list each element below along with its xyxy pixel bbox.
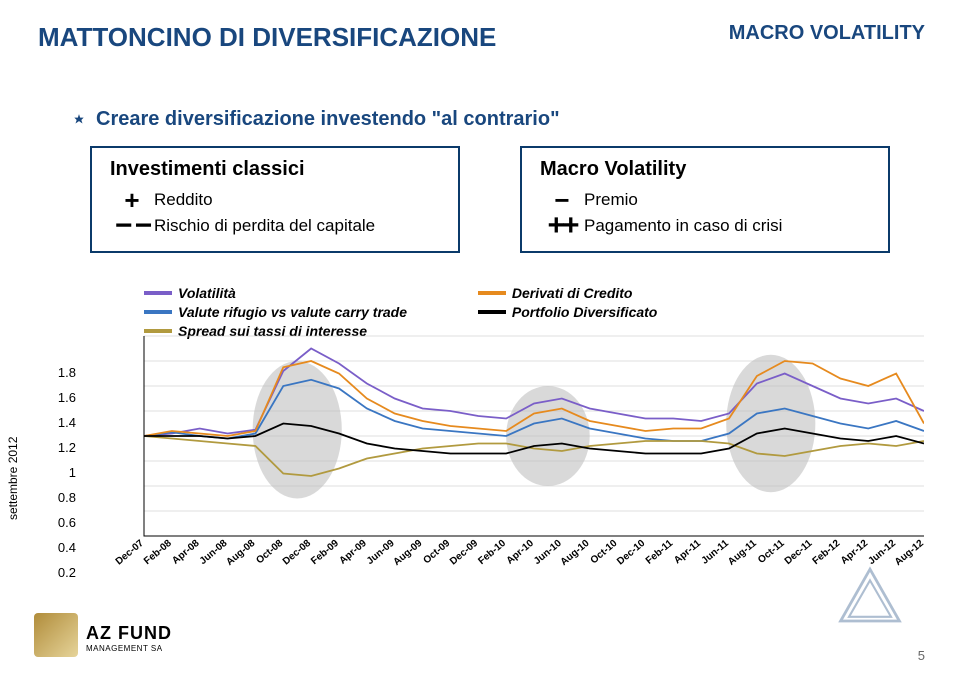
svg-text:Dec-07: Dec-07: [114, 538, 147, 568]
box-right-row-1: ++ Pagamento in caso di crisi: [540, 215, 870, 237]
svg-text:Jun-11: Jun-11: [700, 538, 732, 567]
highlight-ellipse: [726, 355, 815, 493]
svg-text:Jun-09: Jun-09: [365, 538, 397, 567]
gold-logo-icon: [34, 613, 78, 657]
svg-text:Apr-09: Apr-09: [337, 538, 369, 567]
svg-text:Apr-12: Apr-12: [839, 538, 871, 567]
svg-text:Apr-10: Apr-10: [505, 538, 537, 567]
star-icon: [72, 113, 86, 127]
svg-text:Aug-10: Aug-10: [559, 538, 592, 568]
x-axis-labels: Dec-07Feb-08Apr-08Jun-08Aug-08Oct-08Dec-…: [114, 538, 924, 569]
svg-text:Feb-09: Feb-09: [309, 538, 341, 567]
box-right-row-0: − Premio: [540, 189, 870, 211]
box-left-title: Investimenti classici: [110, 158, 440, 181]
box-left: Investimenti classici + Reddito − − Risc…: [90, 146, 460, 253]
bullet-row: Creare diversificazione investendo "al c…: [72, 108, 560, 131]
sign: ++: [540, 215, 584, 237]
slide-title: MATTONCINO DI DIVERSIFICAZIONE: [38, 22, 496, 53]
box-right: Macro Volatility − Premio ++ Pagamento i…: [520, 146, 890, 253]
svg-text:Feb-10: Feb-10: [476, 538, 508, 567]
svg-text:Dec-10: Dec-10: [615, 538, 648, 568]
label: Rischio di perdita del capitale: [154, 216, 375, 236]
page-number: 5: [918, 648, 925, 663]
box-left-row-0: + Reddito: [110, 189, 440, 211]
brand-logo: AZ FUND MANAGEMENT SA: [86, 623, 172, 653]
svg-text:Jun-12: Jun-12: [866, 538, 898, 567]
sign: − −: [110, 215, 154, 237]
label: Reddito: [154, 190, 213, 210]
svg-text:Feb-12: Feb-12: [811, 538, 843, 567]
svg-text:Aug-12: Aug-12: [893, 538, 924, 568]
svg-text:Jun-08: Jun-08: [198, 538, 230, 567]
svg-text:Oct-10: Oct-10: [589, 538, 620, 567]
svg-text:Dec-09: Dec-09: [448, 538, 481, 568]
box-left-row-1: − − Rischio di perdita del capitale: [110, 215, 440, 237]
bullet-text: Creare diversificazione investendo "al c…: [96, 108, 560, 131]
legend-swatch: [144, 291, 172, 295]
sign: +: [110, 189, 154, 211]
svg-text:Apr-08: Apr-08: [170, 538, 202, 567]
svg-text:Jun-10: Jun-10: [532, 538, 564, 567]
watermark-logo-icon: [835, 565, 905, 635]
chart-svg: Dec-07Feb-08Apr-08Jun-08Aug-08Oct-08Dec-…: [64, 300, 924, 588]
svg-text:Oct-11: Oct-11: [756, 538, 787, 566]
legend-swatch: [478, 291, 506, 295]
sign: −: [540, 189, 584, 211]
sidebar-date: settembre 2012: [6, 437, 20, 520]
svg-text:Aug-11: Aug-11: [726, 538, 759, 568]
slide-tag: MACRO VOLATILITY: [729, 22, 925, 45]
svg-text:Feb-11: Feb-11: [644, 538, 676, 567]
svg-text:Aug-09: Aug-09: [391, 538, 424, 568]
svg-text:Aug-08: Aug-08: [224, 538, 257, 568]
label: Premio: [584, 190, 638, 210]
svg-text:Oct-08: Oct-08: [254, 538, 285, 567]
comparison-boxes: Investimenti classici + Reddito − − Risc…: [90, 146, 890, 253]
svg-text:Feb-08: Feb-08: [142, 538, 174, 567]
label: Pagamento in caso di crisi: [584, 216, 782, 236]
svg-text:Dec-11: Dec-11: [783, 538, 815, 567]
svg-text:Apr-11: Apr-11: [672, 538, 703, 567]
svg-text:Oct-09: Oct-09: [421, 538, 452, 567]
box-right-title: Macro Volatility: [540, 158, 870, 181]
line-chart: Dec-07Feb-08Apr-08Jun-08Aug-08Oct-08Dec-…: [64, 300, 924, 588]
svg-text:Dec-08: Dec-08: [281, 538, 314, 568]
